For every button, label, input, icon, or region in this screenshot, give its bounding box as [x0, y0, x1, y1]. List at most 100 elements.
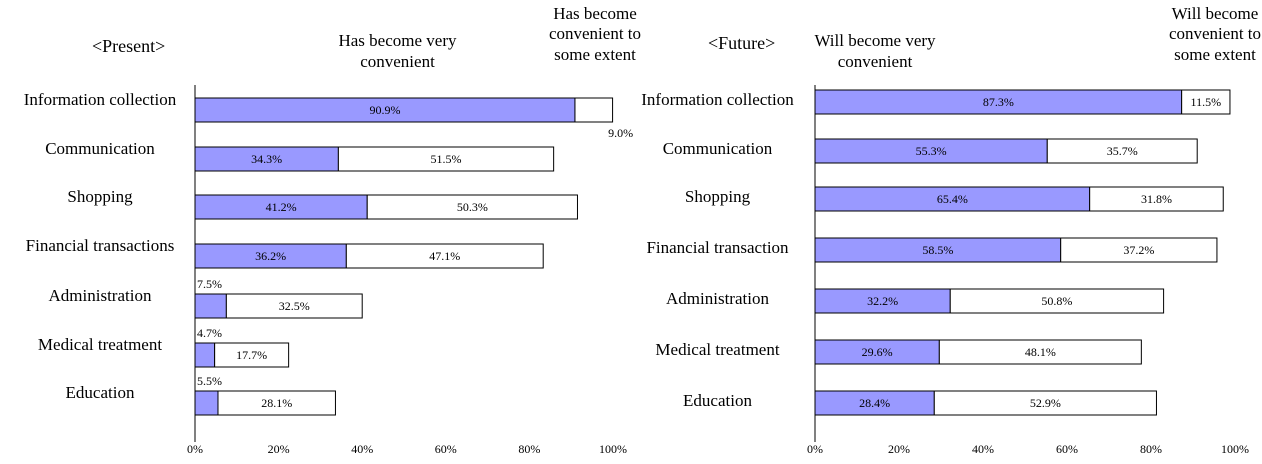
- legend-label: Has become convenient to some extent: [548, 4, 642, 64]
- category-label: Information collection: [641, 89, 794, 109]
- bar-segment: [194, 243, 347, 269]
- x-tick-label: 100%: [1221, 442, 1249, 456]
- bar-segment: [194, 390, 219, 416]
- value-label: 87.3%: [983, 95, 1014, 109]
- category-label-box: Medical treatment: [37, 334, 163, 354]
- bar-segment: [225, 293, 363, 319]
- value-label: 65.4%: [937, 192, 968, 206]
- legend-label-box: Has become convenient to some extent: [548, 4, 642, 64]
- category-label: Shopping: [67, 186, 133, 206]
- legend-label-box: Will become convenient to some extent: [1168, 4, 1262, 64]
- value-label: 11.5%: [1191, 95, 1222, 109]
- category-label-box: Communication: [662, 138, 773, 158]
- value-label: 35.7%: [1107, 144, 1138, 158]
- category-label: Information collection: [23, 89, 177, 109]
- bar-segment: [214, 342, 290, 368]
- value-label: 29.6%: [862, 345, 893, 359]
- x-tick-label: 80%: [1140, 442, 1162, 456]
- value-label: 52.9%: [1030, 396, 1061, 410]
- value-label: 4.7%: [197, 326, 222, 340]
- bar-segment: [814, 186, 1091, 212]
- value-label: 34.3%: [251, 152, 282, 166]
- x-tick-label: 60%: [435, 442, 457, 456]
- category-label-box: Education: [683, 390, 752, 410]
- value-label: 90.9%: [369, 103, 400, 117]
- bar-segment: [814, 89, 1183, 115]
- x-tick-label: 80%: [518, 442, 540, 456]
- value-label: 58.5%: [922, 243, 953, 257]
- category-label: Education: [65, 382, 135, 402]
- value-label: 28.1%: [261, 396, 292, 410]
- category-label-box: Administration: [666, 288, 769, 308]
- category-label-box: Shopping: [67, 186, 133, 206]
- value-label: 5.5%: [197, 374, 222, 388]
- value-label: 55.3%: [916, 144, 947, 158]
- category-label: Administration: [48, 285, 152, 305]
- value-label: 51.5%: [431, 152, 462, 166]
- category-label: Financial transactions: [25, 235, 175, 255]
- value-label: 9.0%: [608, 126, 633, 140]
- legend-label: Has become very convenient: [338, 31, 457, 71]
- value-label: 37.2%: [1123, 243, 1154, 257]
- category-label: Shopping: [684, 186, 751, 206]
- chart-title: <Present>: [92, 36, 165, 56]
- value-label: 31.8%: [1141, 192, 1172, 206]
- bar-segment: [1046, 138, 1198, 164]
- x-tick-label: 0%: [807, 442, 823, 456]
- x-tick-label: 40%: [972, 442, 994, 456]
- value-label: 32.2%: [867, 294, 898, 308]
- bar-segment: [1060, 237, 1218, 263]
- category-label-box: Education: [65, 382, 135, 402]
- category-label-box: Shopping: [684, 186, 751, 206]
- category-label: Medical treatment: [655, 339, 780, 359]
- x-tick-label: 20%: [888, 442, 910, 456]
- bar-segment: [217, 390, 336, 416]
- category-label-box: Information collection: [23, 89, 177, 109]
- chart-title: <Future>: [708, 33, 775, 53]
- category-label-box: Financial transaction: [646, 237, 789, 257]
- bar-segment: [194, 194, 368, 220]
- category-label: Financial transaction: [646, 237, 789, 257]
- value-label: 41.2%: [266, 200, 297, 214]
- legend-label: Will become very convenient: [814, 31, 936, 71]
- category-label: Communication: [662, 138, 773, 158]
- bar-segment: [814, 339, 940, 365]
- category-label-box: Communication: [45, 138, 155, 158]
- bar-segment: [337, 146, 555, 172]
- x-tick-label: 60%: [1056, 442, 1078, 456]
- x-tick-label: 0%: [187, 442, 203, 456]
- value-label: 7.5%: [197, 277, 222, 291]
- category-label: Communication: [45, 138, 155, 158]
- value-label: 28.4%: [859, 396, 890, 410]
- value-label: 36.2%: [255, 249, 286, 263]
- bar-segment: [345, 243, 544, 269]
- category-label: Education: [683, 390, 752, 410]
- bar-segment: [938, 339, 1142, 365]
- bar-segment: [194, 293, 227, 319]
- bar-segment: [574, 97, 614, 123]
- bar-segment: [194, 342, 216, 368]
- value-label: 32.5%: [279, 299, 310, 313]
- value-label: 50.8%: [1041, 294, 1072, 308]
- bar-segment: [933, 390, 1157, 416]
- value-label: 50.3%: [457, 200, 488, 214]
- category-label: Administration: [666, 288, 769, 308]
- value-label: 48.1%: [1025, 345, 1056, 359]
- bar-segment: [814, 237, 1062, 263]
- category-label-box: Information collection: [641, 89, 794, 109]
- bar-segment: [1089, 186, 1224, 212]
- category-label-box: Medical treatment: [655, 339, 780, 359]
- legend-label-box: Has become very convenient: [338, 31, 457, 71]
- legend-label-box: Will become very convenient: [814, 31, 936, 71]
- x-tick-label: 40%: [351, 442, 373, 456]
- category-label: Medical treatment: [37, 334, 163, 354]
- legend-label: Will become convenient to some extent: [1168, 4, 1262, 64]
- x-tick-label: 100%: [599, 442, 627, 456]
- bar-segment: [366, 194, 578, 220]
- x-tick-label: 20%: [268, 442, 290, 456]
- bar-segment: [949, 288, 1165, 314]
- bar-segment: [814, 288, 951, 314]
- category-label-box: Financial transactions: [25, 235, 175, 255]
- category-label-box: Administration: [48, 285, 152, 305]
